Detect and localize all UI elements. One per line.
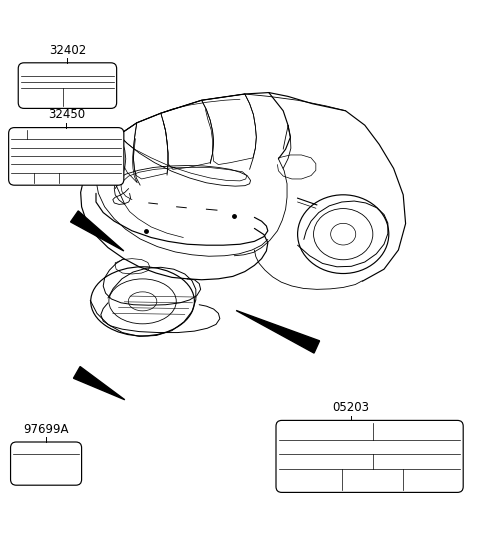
- FancyBboxPatch shape: [276, 420, 463, 493]
- Polygon shape: [71, 211, 124, 251]
- Text: 97699A: 97699A: [24, 423, 69, 436]
- FancyBboxPatch shape: [18, 63, 117, 109]
- Text: 32450: 32450: [48, 109, 85, 121]
- Polygon shape: [73, 367, 125, 399]
- Polygon shape: [236, 311, 320, 353]
- Text: 05203: 05203: [332, 401, 370, 414]
- FancyBboxPatch shape: [11, 442, 82, 485]
- Text: 32402: 32402: [49, 43, 86, 56]
- FancyBboxPatch shape: [9, 128, 124, 185]
